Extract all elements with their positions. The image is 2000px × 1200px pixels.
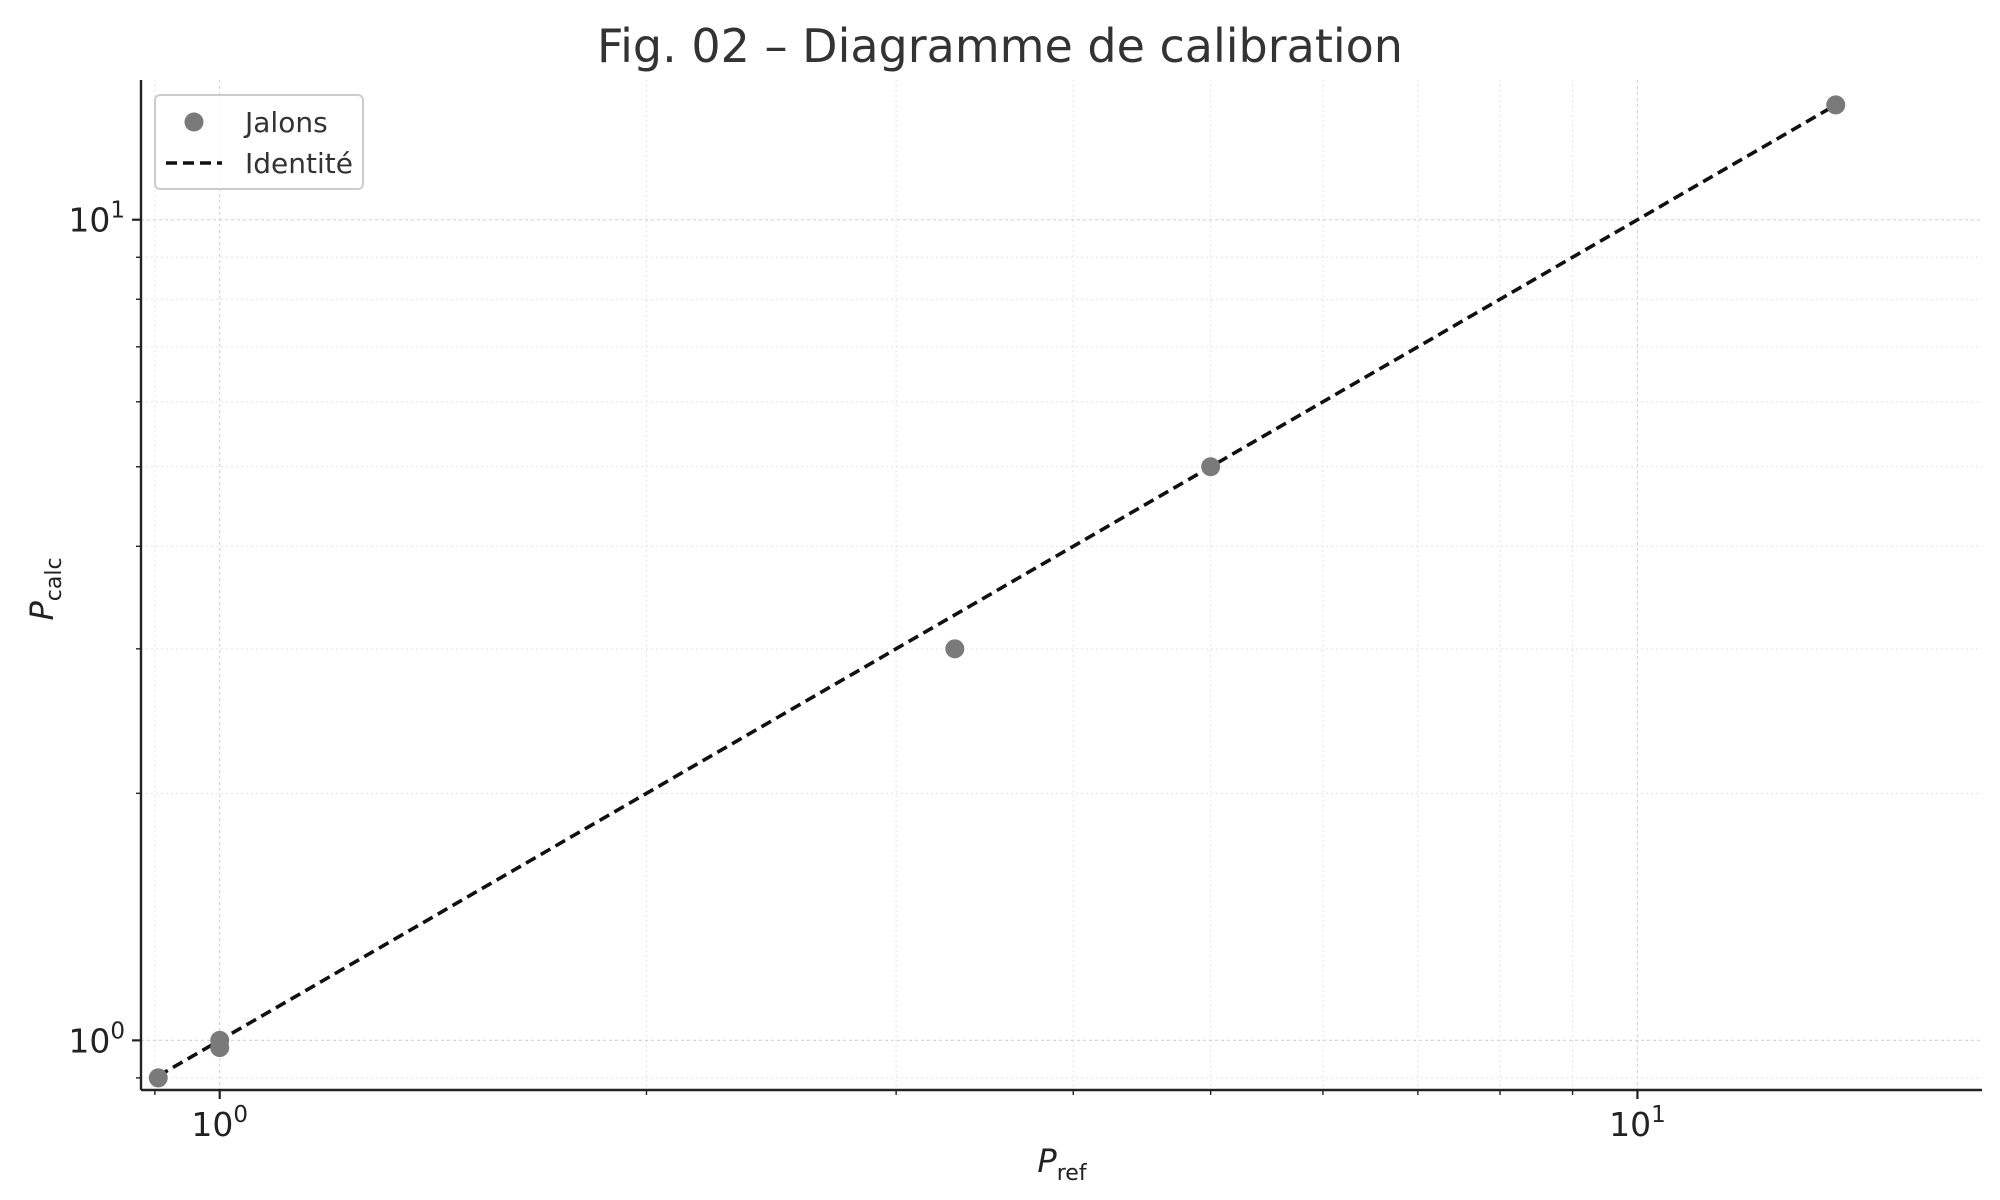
y-tick-label: 100 [68,1018,125,1060]
x-axis-label: Pref [1037,1142,1087,1186]
legend-marker-scatter [184,112,204,132]
grid-layer [141,80,1982,1090]
x-tick-label: 100 [191,1102,248,1144]
tick-labels: 100 101 100 101 [68,198,1665,1144]
y-tick-label: 101 [68,198,125,240]
x-tick-label: 101 [1609,1102,1666,1144]
y-axis-label: Pcalc [23,557,67,620]
chart-title: Fig. 02 – Diagramme de calibration [597,19,1403,73]
data-point [1826,95,1846,115]
data-point [1201,457,1221,477]
data-point [210,1038,230,1058]
data-point [945,639,965,659]
series-layer [148,95,1846,1088]
legend-label: Jalons [243,106,328,139]
legend-frame [154,94,364,190]
identity-line [157,103,1837,1078]
legend-label: Identité [245,147,353,180]
axes-layer [132,80,1982,1099]
legend: Jalons Identité [154,94,364,190]
data-point [148,1068,168,1088]
